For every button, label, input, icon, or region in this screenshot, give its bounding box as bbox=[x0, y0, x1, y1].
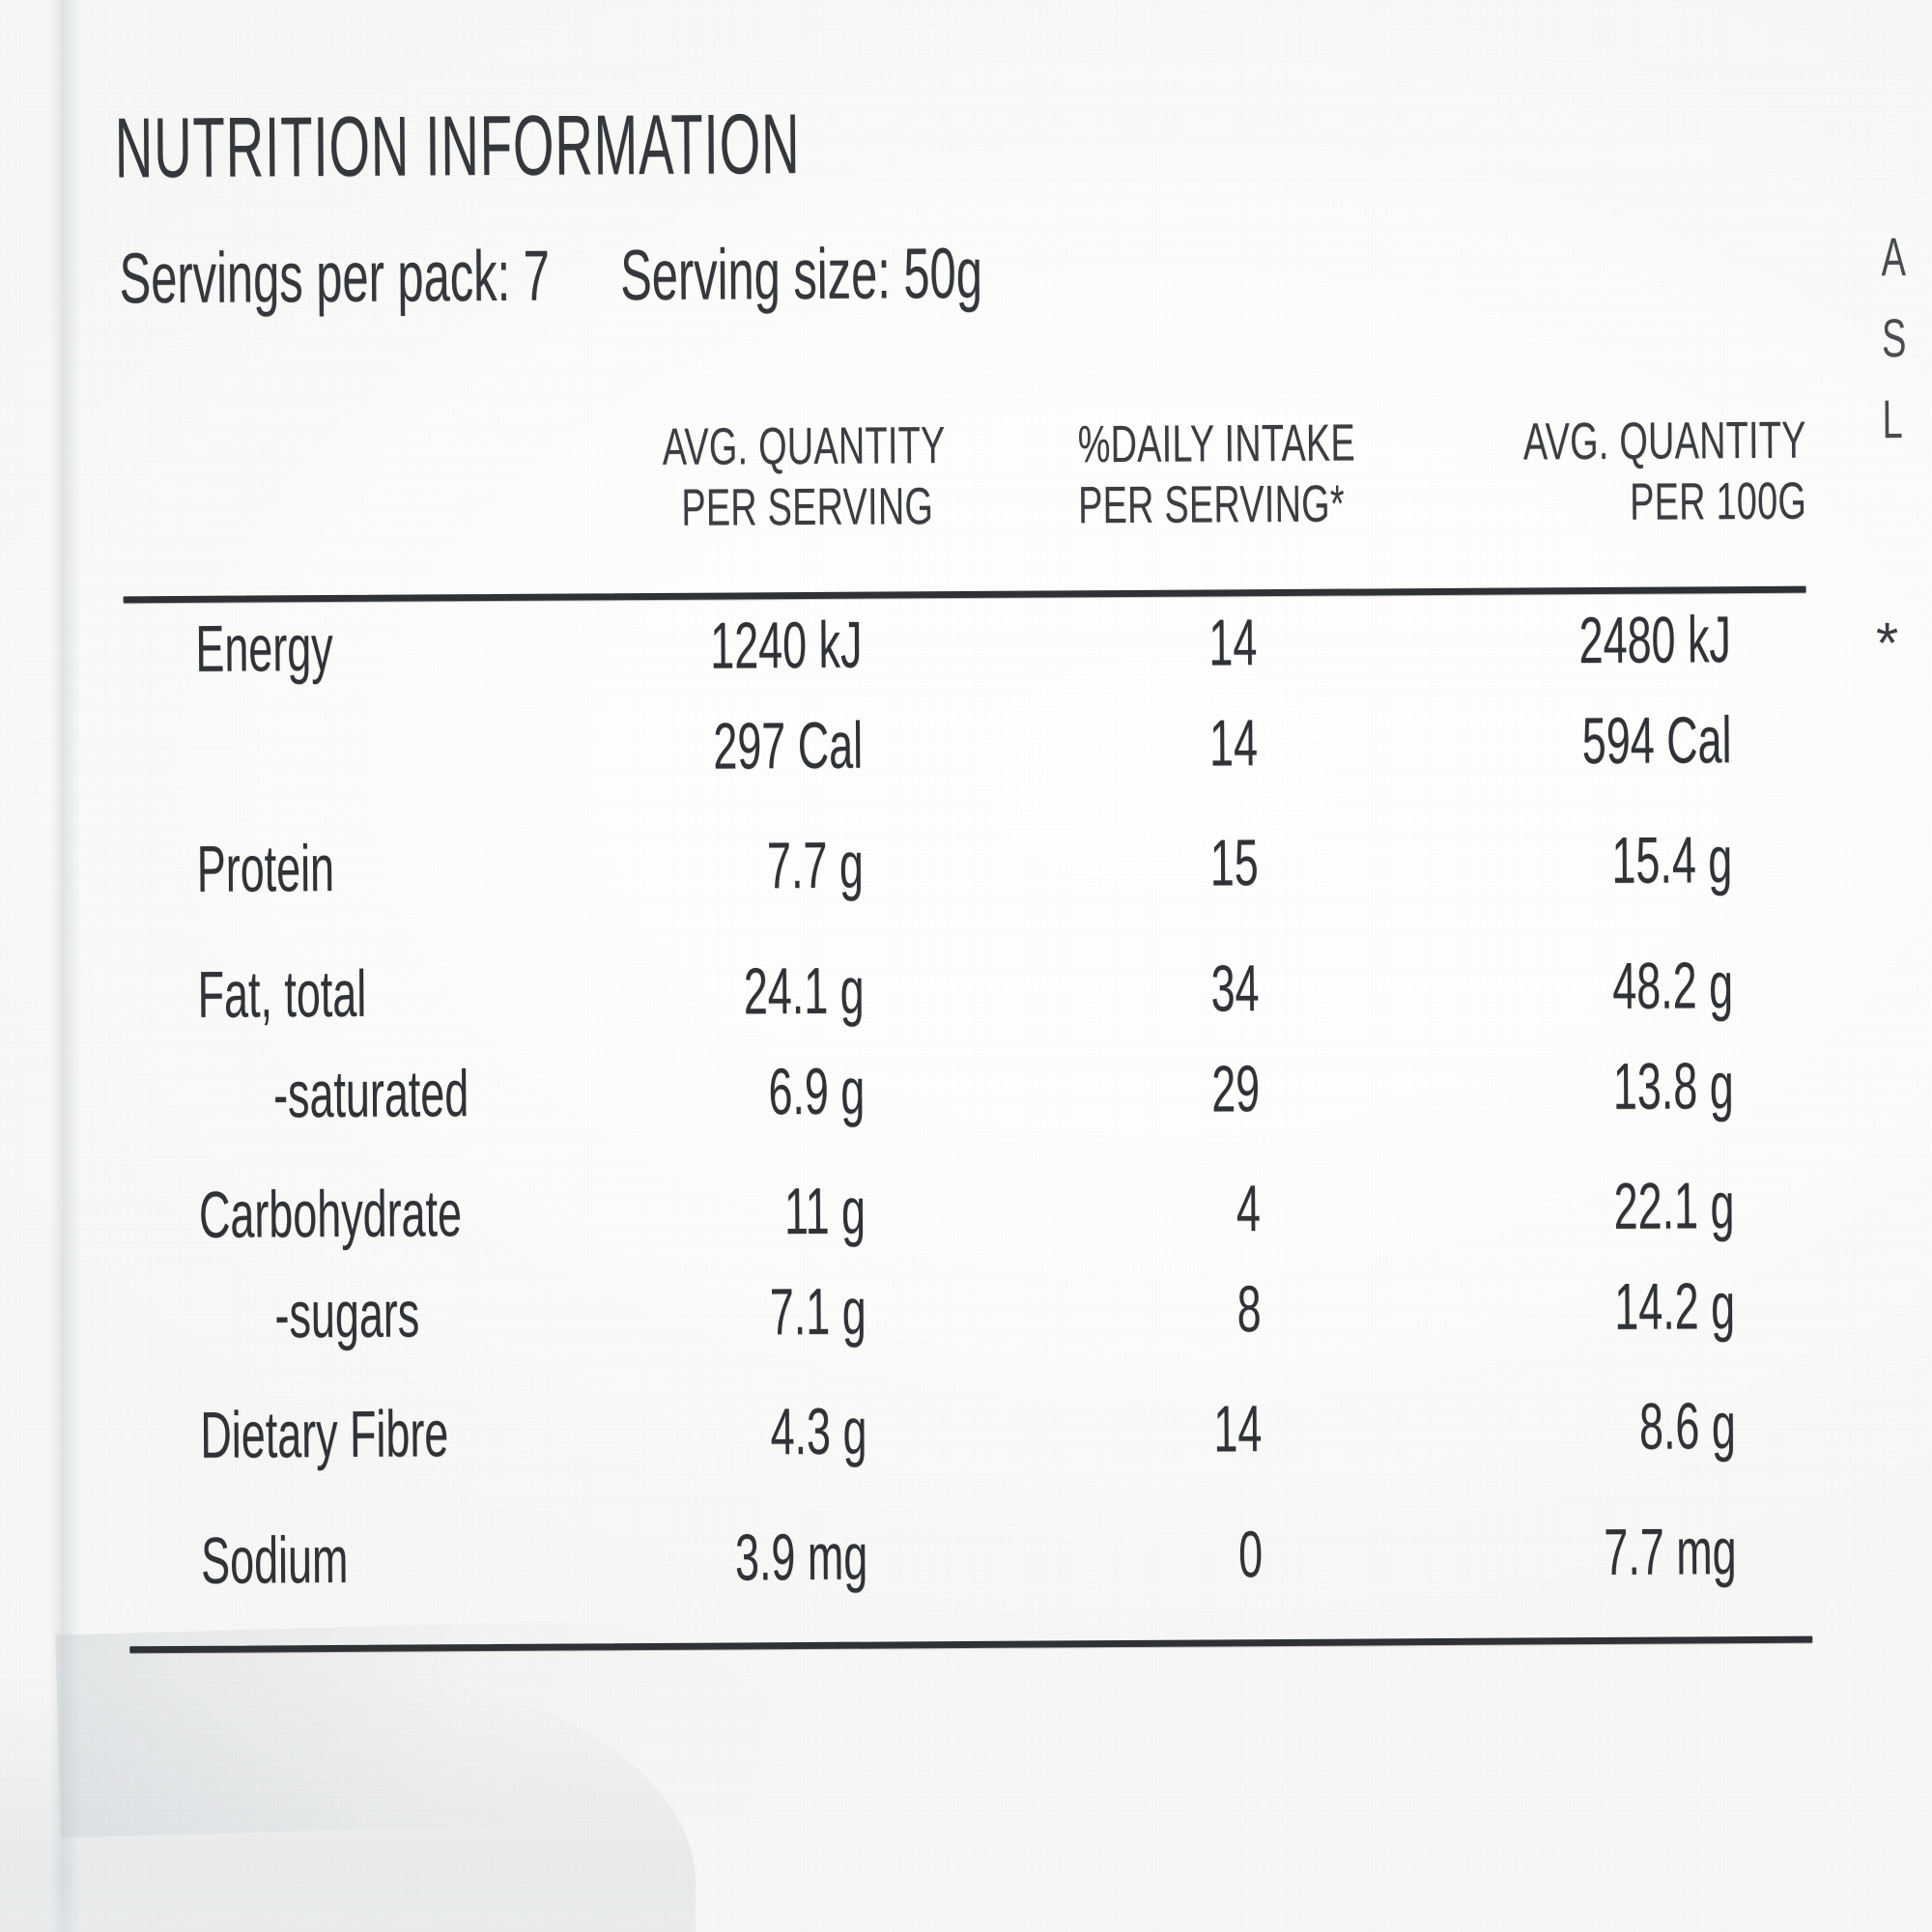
row-daily-intake-value: 14 bbox=[1213, 1392, 1263, 1466]
row-nutrient-name: Carbohydrate bbox=[198, 1177, 463, 1252]
row-per-serving-value: 24.1 g bbox=[743, 953, 865, 1029]
table-body: Energy 1240 kJ 14 2480 kJ 297 Cal 14 594… bbox=[124, 593, 1839, 1630]
row-per-serving-value: 297 Cal bbox=[713, 708, 864, 783]
row-per-100g-value: 594 Cal bbox=[1581, 703, 1732, 779]
row-per-100g-value: 14.2 g bbox=[1614, 1269, 1736, 1344]
row-daily-intake-value: 14 bbox=[1208, 606, 1258, 680]
row-nutrient-name: Dietary Fibre bbox=[200, 1397, 449, 1472]
row-per-serving-value: 4.3 g bbox=[770, 1394, 867, 1469]
table-row: Protein 7.7 g 15 15.4 g bbox=[125, 823, 1835, 938]
adjacent-column-clipped-text: A S L bbox=[1881, 216, 1932, 460]
row-daily-intake-value: 15 bbox=[1209, 826, 1259, 900]
row-per-100g-value: 2480 kJ bbox=[1578, 603, 1732, 678]
table-row: Fat, total 24.1 g 34 48.2 g bbox=[126, 949, 1836, 1064]
row-per-100g-value: 22.1 g bbox=[1613, 1169, 1735, 1243]
row-per-serving-value: 11 g bbox=[783, 1174, 867, 1249]
edge-text-line-2: S bbox=[1881, 307, 1907, 369]
table-bottom-rule bbox=[129, 1635, 1813, 1654]
row-nutrient-name: Sodium bbox=[200, 1522, 349, 1598]
table-row: Energy 1240 kJ 14 2480 kJ bbox=[124, 603, 1834, 718]
header-per-serving-line2: PER SERVING bbox=[681, 476, 934, 537]
table-header-row: AVG. QUANTITY PER SERVING %DAILY INTAKE … bbox=[123, 411, 1833, 597]
row-daily-intake-value: 8 bbox=[1236, 1272, 1262, 1347]
row-nutrient-name: -saturated bbox=[272, 1057, 469, 1132]
nutrition-table: AVG. QUANTITY PER SERVING %DAILY INTAKE … bbox=[123, 411, 1840, 1654]
header-cell-daily-intake: %DAILY INTAKE PER SERVING* bbox=[953, 412, 1370, 536]
row-nutrient-name: Fat, total bbox=[197, 956, 367, 1032]
row-per-serving-value: 7.7 g bbox=[766, 828, 865, 903]
page-title: NUTRITION INFORMATION bbox=[114, 96, 801, 196]
table-row: Sodium 3.9 mg 0 7.7 mg bbox=[129, 1515, 1840, 1629]
row-per-100g-value: 48.2 g bbox=[1612, 949, 1734, 1023]
row-daily-intake-value: 0 bbox=[1237, 1518, 1264, 1592]
table-row: Carbohydrate 11 g 4 22.1 g bbox=[127, 1169, 1837, 1283]
header-per-100g-line1: AVG. QUANTITY bbox=[1522, 411, 1806, 471]
edge-text-line-1: A bbox=[1881, 226, 1907, 288]
row-per-serving-value: 6.9 g bbox=[768, 1054, 866, 1129]
footnote-asterisk-icon: * bbox=[1875, 611, 1899, 676]
row-daily-intake-value: 4 bbox=[1236, 1172, 1262, 1246]
row-nutrient-name: Protein bbox=[196, 831, 335, 906]
row-per-100g-value: 7.7 mg bbox=[1604, 1515, 1737, 1589]
row-per-100g-value: 13.8 g bbox=[1612, 1049, 1734, 1123]
header-cell-nutrient bbox=[123, 418, 538, 421]
header-cell-per-100g: AVG. QUANTITY PER 100G bbox=[1369, 411, 1814, 534]
header-per-serving-line1: AVG. QUANTITY bbox=[662, 416, 946, 476]
servings-summary-line: Servings per pack: 7 Serving size: 50g bbox=[119, 233, 982, 318]
table-row: -saturated 6.9 g 29 13.8 g bbox=[127, 1049, 1837, 1158]
edge-text-line-3: L bbox=[1882, 388, 1903, 450]
row-daily-intake-value: 34 bbox=[1210, 952, 1260, 1026]
row-per-serving-value: 3.9 mg bbox=[734, 1520, 868, 1595]
header-daily-intake-line2: PER SERVING* bbox=[1077, 474, 1346, 534]
servings-per-pack-value: 7 bbox=[523, 235, 551, 316]
row-per-serving-value: 1240 kJ bbox=[710, 608, 863, 683]
table-row: 297 Cal 14 594 Cal bbox=[124, 703, 1834, 812]
servings-per-pack-label: Servings per pack: bbox=[119, 235, 511, 319]
header-per-100g-line2: PER 100G bbox=[1629, 471, 1807, 531]
row-daily-intake-value: 29 bbox=[1210, 1052, 1261, 1126]
row-nutrient-name: -sugars bbox=[274, 1277, 420, 1352]
row-daily-intake-value: 14 bbox=[1208, 706, 1259, 781]
serving-size-value: 50g bbox=[903, 232, 983, 314]
row-per-100g-value: 8.6 g bbox=[1638, 1389, 1737, 1463]
table-row: Dietary Fibre 4.3 g 14 8.6 g bbox=[128, 1389, 1839, 1503]
serving-size-label: Serving size: bbox=[619, 233, 892, 316]
table-row: -sugars 7.1 g 8 14.2 g bbox=[128, 1269, 1838, 1378]
row-nutrient-name: Energy bbox=[195, 611, 333, 686]
header-daily-intake-line1: %DAILY INTAKE bbox=[1077, 413, 1356, 474]
header-cell-per-serving: AVG. QUANTITY PER SERVING bbox=[538, 415, 954, 539]
row-per-serving-value: 7.1 g bbox=[769, 1274, 867, 1350]
row-per-100g-value: 15.4 g bbox=[1611, 823, 1733, 897]
